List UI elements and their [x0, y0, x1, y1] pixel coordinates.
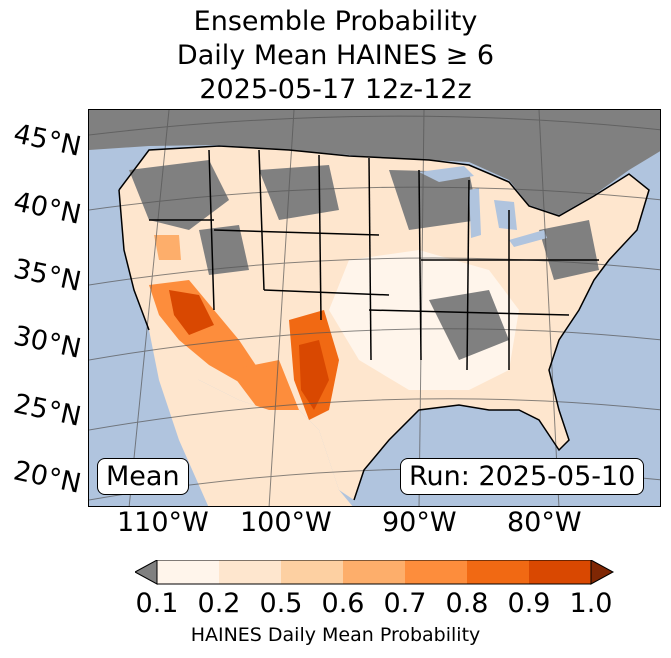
lake-superior: [419, 166, 474, 182]
lat-label-45n: 45°N: [10, 118, 84, 163]
colorbar-tick-0: 0.1: [135, 588, 179, 619]
run-label-box: Run: 2025-05-10: [400, 458, 645, 495]
mexico-land: [149, 330, 353, 506]
lat-label-40n: 40°N: [10, 186, 84, 231]
gray-block-midwest: [389, 170, 479, 230]
title-line-1: Ensemble Probability: [193, 6, 478, 37]
colorbar-over-arrow: [590, 560, 615, 585]
orange-area-texas-core: [299, 340, 329, 410]
colorbar-tick-7: 1.0: [569, 588, 613, 619]
colorbar-bin-6: [529, 560, 591, 584]
colorbar-tick-1: 0.2: [197, 588, 241, 619]
colorbar-tick-5: 0.8: [445, 588, 489, 619]
lat-label-35n: 35°N: [10, 253, 84, 298]
colorbar-tick-4: 0.7: [383, 588, 427, 619]
lon-label-110w: 110°W: [117, 507, 209, 538]
us-map: [89, 110, 660, 506]
colorbar-bin-0: [157, 560, 219, 584]
orange-area-nevada: [154, 235, 181, 260]
colorbar-bin-3: [343, 560, 405, 584]
colorbar-bin-5: [467, 560, 529, 584]
lat-label-20n: 20°N: [10, 455, 84, 500]
colorbar-outline: [156, 560, 592, 585]
colorbar-tick-3: 0.6: [321, 588, 365, 619]
lat-label-30n: 30°N: [10, 320, 84, 365]
lon-label-100w: 100°W: [240, 507, 332, 538]
lon-label-80w: 80°W: [507, 507, 582, 538]
canada-land: [89, 110, 660, 215]
lake-erie: [509, 230, 547, 247]
colorbar-bin-4: [405, 560, 467, 584]
lon-label-90w: 90°W: [382, 507, 457, 538]
colorbar-label: HAINES Daily Mean Probability: [190, 624, 481, 646]
lake-michigan: [469, 188, 481, 238]
colorbar: [135, 560, 615, 585]
colorbar-tick-2: 0.5: [259, 588, 303, 619]
title-line-3: 2025-05-17 12z-12z: [199, 74, 472, 105]
orange-area-arizona: [169, 290, 214, 335]
gray-block-appalachia: [539, 220, 599, 280]
title-line-2: Daily Mean HAINES ≥ 6: [176, 40, 495, 71]
lat-label-25n: 25°N: [10, 388, 84, 433]
state-borders: [118, 145, 650, 501]
map-panel: [88, 109, 661, 507]
gray-block-northwest: [129, 160, 229, 230]
colorbar-tick-6: 0.9: [507, 588, 551, 619]
colorbar-under-arrow: [135, 560, 158, 585]
gray-block-southeast: [429, 290, 509, 360]
colorbar-bin-2: [281, 560, 343, 584]
stat-label-box: Mean: [97, 458, 189, 495]
lake-huron: [494, 200, 517, 230]
colorbar-bin-1: [219, 560, 281, 584]
